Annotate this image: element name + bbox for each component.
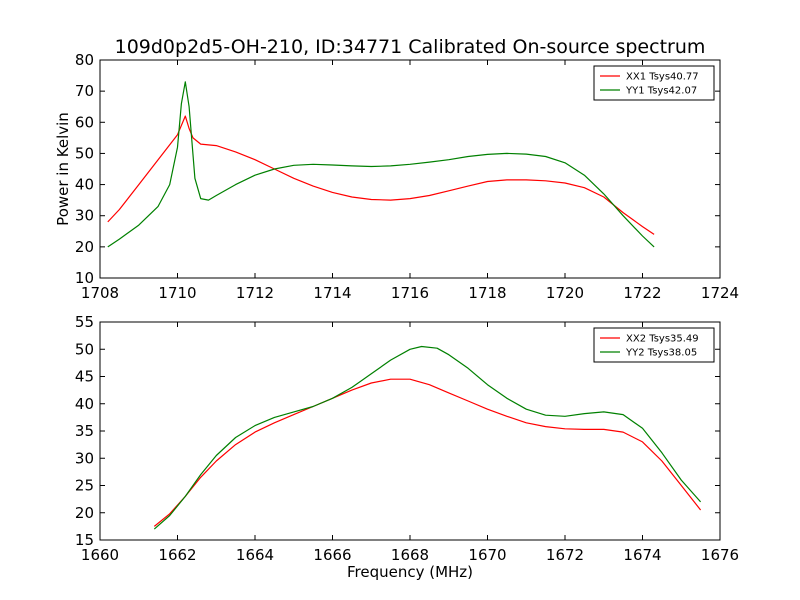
figure-title: 109d0p2d5-OH-210, ID:34771 Calibrated On… [115,36,706,58]
legend-label: YY2 Tsys38.05 [625,348,697,359]
x-tick-label: 1710 [158,284,196,302]
y-tick-label: 60 [75,113,94,131]
x-tick-label: 1716 [391,284,429,302]
y-tick-label: 50 [75,144,94,162]
y-tick-label: 15 [75,531,94,549]
x-tick-label: 1722 [623,284,661,302]
x-tick-label: 1714 [313,284,351,302]
y-tick-label: 20 [75,238,94,256]
top-panel: 1708 1710 1712 1714 1716 1718 1720 1722 1724 10 20… [54,51,739,302]
x-tick-label: 1666 [313,546,351,564]
series-line-2 [107,81,655,248]
x-tick-label: 1672 [546,546,584,564]
x-tick-label: 1712 [236,284,274,302]
legend [593,327,715,363]
series-line-1 [153,378,702,527]
x-tick-label: 1664 [236,546,274,564]
series-line-2 [153,345,702,530]
y-tick-label: 30 [75,449,94,467]
x-tick-label: 1724 [701,284,739,302]
y-axis-label: Power in Kelvin [54,112,72,226]
y-tick-label: 35 [75,422,94,440]
x-tick-label: 1660 [81,546,119,564]
x-tick-label: 1676 [701,546,739,564]
x-tick-label: 1670 [468,546,506,564]
x-tick-label: 1708 [81,284,119,302]
y-tick-label: 55 [75,313,94,331]
y-tick-label: 70 [75,82,94,100]
x-axis-label: Frequency (MHz) [347,563,473,581]
legend [593,65,715,101]
x-tick-label: 1718 [468,284,506,302]
y-tick-label: 50 [75,340,94,358]
x-tick-label: 1668 [391,546,429,564]
bottom-panel: 1660 1662 1664 1666 1668 1670 1672 1674 1676 15 20… [75,313,739,581]
series-line-1 [107,115,655,235]
y-tick-label: 45 [75,368,94,386]
y-tick-label: 10 [75,269,94,287]
legend-label: XX2 Tsys35.49 [626,334,699,345]
legend-label: XX1 Tsys40.77 [626,72,699,83]
x-tick-label: 1674 [623,546,661,564]
x-tick-label: 1720 [546,284,584,302]
y-tick-label: 40 [75,176,94,194]
y-tick-label: 80 [75,51,94,69]
legend-label: YY1 Tsys42.07 [625,86,697,97]
y-tick-label: 20 [75,504,94,522]
y-tick-label: 30 [75,207,94,225]
y-tick-label: 40 [75,395,94,413]
x-tick-label: 1662 [158,546,196,564]
y-tick-label: 25 [75,477,94,495]
